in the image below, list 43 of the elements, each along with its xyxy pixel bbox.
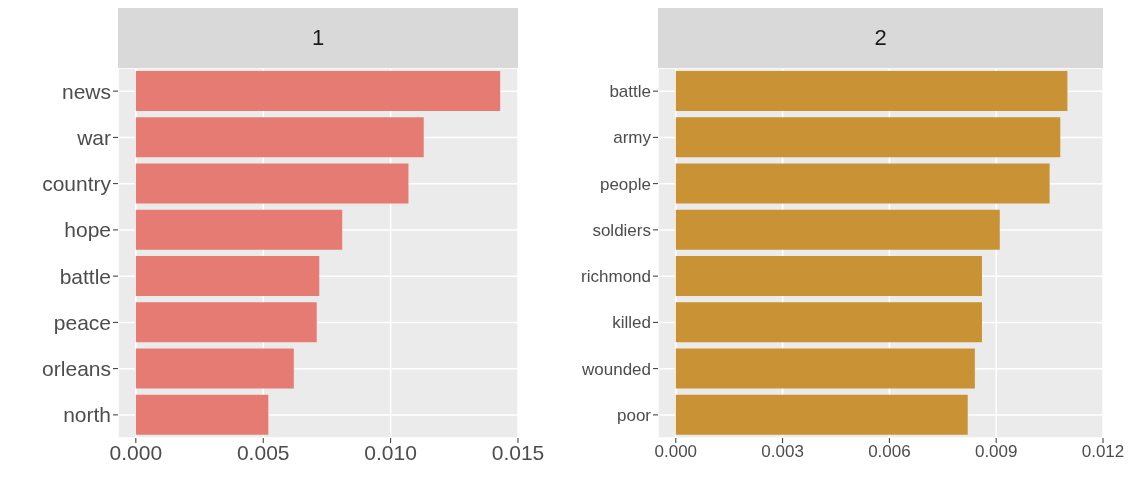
x-tick-label: 0.005	[236, 440, 290, 464]
bar	[135, 256, 320, 296]
bar	[675, 394, 968, 435]
bar	[675, 256, 982, 296]
y-tick-label: north	[63, 403, 111, 427]
bar	[135, 163, 409, 204]
y-tick-label: soldiers	[592, 220, 651, 240]
x-tick-label: 0.000	[109, 440, 163, 464]
bar	[135, 302, 317, 343]
bar	[675, 117, 1061, 158]
y-tick-label: richmond	[581, 267, 651, 287]
bar	[675, 163, 1050, 204]
bar	[135, 394, 269, 435]
y-tick-label: peace	[53, 310, 111, 334]
y-tick-label: battle	[59, 264, 111, 288]
y-tick-label: news	[61, 79, 111, 103]
y-tick-label: battle	[609, 82, 651, 102]
y-tick-label: country	[42, 172, 112, 196]
y-tick-label: people	[599, 174, 651, 194]
bar	[135, 117, 424, 158]
bar	[675, 209, 1000, 250]
x-tick-label: 0.012	[1081, 442, 1125, 462]
y-tick-label: killed	[612, 313, 651, 333]
y-tick-label: wounded	[580, 359, 651, 379]
x-tick-label: 0.000	[654, 442, 698, 462]
y-tick-label: orleans	[42, 357, 111, 381]
bar	[675, 348, 975, 389]
x-tick-label: 0.003	[761, 442, 804, 462]
x-tick-label: 0.010	[364, 440, 417, 464]
bar	[135, 209, 343, 250]
x-tick-label: 0.006	[868, 442, 911, 462]
y-tick-label: poor	[616, 405, 652, 425]
y-tick-label: hope	[64, 218, 111, 242]
y-tick-label: army	[613, 128, 652, 148]
bar	[135, 348, 294, 389]
x-tick-label: 0.015	[491, 440, 545, 464]
y-tick-label: war	[76, 125, 111, 149]
bar	[675, 71, 1068, 111]
x-tick-label: 0.009	[974, 442, 1018, 462]
chart-title: 2	[658, 8, 1103, 68]
chart-title: 1	[118, 8, 518, 68]
bar	[135, 71, 501, 111]
bar	[675, 302, 982, 343]
